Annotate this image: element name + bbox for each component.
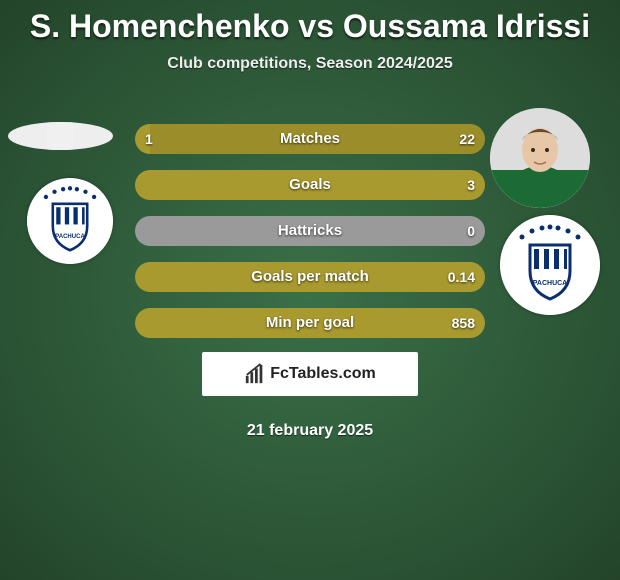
chart-icon	[244, 363, 266, 385]
player-left-avatar	[8, 122, 113, 150]
stat-bar-right	[135, 308, 485, 338]
page-title: S. Homenchenko vs Oussama Idrissi	[0, 0, 620, 45]
subtitle: Club competitions, Season 2024/2025	[0, 55, 620, 73]
stat-row: 3Goals	[135, 170, 485, 200]
club-badge-icon: PACHUCA	[27, 178, 113, 264]
brand: FcTables.com	[244, 363, 376, 385]
stat-row: 858Min per goal	[135, 308, 485, 338]
stats-bars: 122Matches 3Goals 0Hattricks 0.14Goals per …	[135, 124, 485, 354]
player-right-avatar	[490, 108, 590, 208]
stat-row: 0.14Goals per match	[135, 262, 485, 292]
stat-row: 122Matches	[135, 124, 485, 154]
stat-bar-left	[135, 124, 150, 154]
svg-text:PACHUCA: PACHUCA	[55, 234, 85, 240]
stat-bar-right	[135, 262, 485, 292]
brand-label: FcTables.com	[270, 365, 376, 383]
page: S. Homenchenko vs Oussama Idrissi Club c…	[0, 0, 620, 580]
player-left-club-badge: PACHUCA	[27, 178, 113, 264]
date: 21 february 2025	[0, 422, 620, 440]
svg-text:PACHUCA: PACHUCA	[533, 280, 567, 287]
avatar-person-icon	[490, 108, 590, 208]
avatar-blank-icon	[8, 122, 113, 150]
stat-bar-right	[150, 124, 485, 154]
stat-bar-left	[135, 216, 485, 246]
stat-bar-right	[135, 170, 485, 200]
player-right-club-badge: PACHUCA	[500, 215, 600, 315]
brand-box: FcTables.com	[202, 352, 418, 396]
stat-row: 0Hattricks	[135, 216, 485, 246]
club-badge-icon: PACHUCA	[500, 215, 600, 315]
